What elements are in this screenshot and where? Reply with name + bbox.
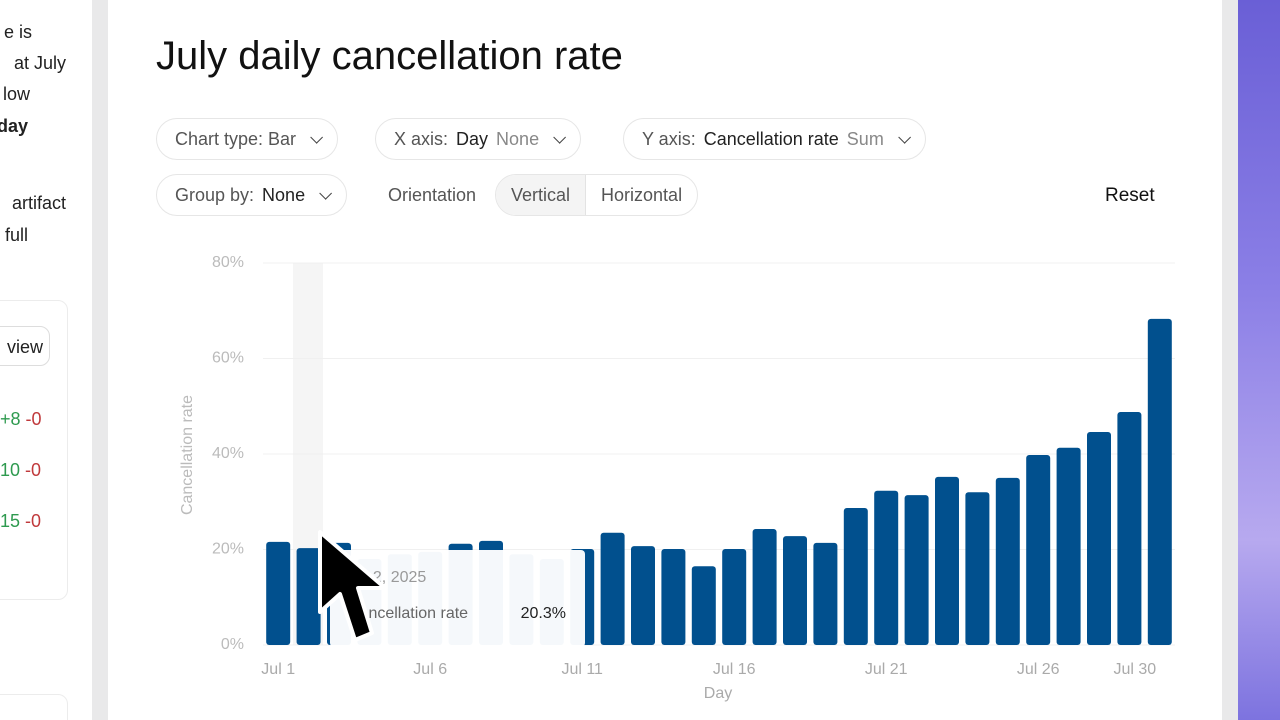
x-tick-label: Jul 30: [1113, 661, 1156, 678]
x-tick-label: Jul 6: [413, 661, 447, 678]
label: Group by:: [175, 184, 255, 205]
bar: [1026, 454, 1051, 645]
bar: [843, 507, 868, 645]
card: [0, 694, 68, 720]
view-button[interactable]: view: [0, 326, 50, 366]
diff-add: 10: [0, 460, 21, 480]
tooltip-series: Cancellation rate: [348, 605, 468, 622]
orientation-label: Orientation: [388, 185, 477, 205]
text: full: [4, 225, 28, 245]
y-tick-label: 40%: [212, 445, 244, 462]
bar: [874, 490, 899, 645]
diff-add: 15: [0, 511, 21, 531]
orientation-toggle: Vertical Horizontal: [495, 174, 699, 216]
chart-type-select[interactable]: Chart type: Bar: [156, 118, 339, 160]
bar: [1056, 447, 1081, 645]
bar: [1147, 318, 1172, 645]
bar: [661, 549, 686, 645]
group-by-select[interactable]: Group by: None: [156, 174, 348, 216]
x-tick-label: Jul 26: [1017, 661, 1060, 678]
text: low: [2, 84, 30, 104]
horizontal-option[interactable]: Horizontal: [601, 185, 683, 205]
y-tick-label: 60%: [212, 350, 244, 367]
bar: [935, 476, 959, 645]
bar: [1117, 411, 1142, 645]
sidebar: e is at July low day artifact full view …: [0, 0, 92, 720]
text: at July: [13, 53, 66, 73]
x-axis-select[interactable]: X axis: Day None: [375, 118, 582, 160]
y-axis-select[interactable]: Y axis: Cancellation rate Sum: [623, 118, 926, 160]
agg: Sum: [846, 128, 884, 149]
background: [1238, 0, 1280, 720]
value: None: [262, 184, 306, 205]
x-tick-label: Jul 1: [261, 661, 295, 678]
bar: [965, 492, 990, 645]
chart-title: July daily cancellation rate: [156, 34, 623, 78]
label: Y axis:: [642, 128, 696, 149]
x-tick-label: Jul 21: [865, 661, 908, 678]
y-tick-label: 80%: [212, 254, 244, 271]
reset-button[interactable]: Reset: [1105, 185, 1155, 206]
vertical-option[interactable]: Vertical: [496, 175, 587, 215]
text: artifact: [11, 193, 66, 213]
diff-del: -0: [25, 511, 42, 531]
label: X axis:: [394, 128, 449, 149]
tooltip-value: 20.3%: [521, 605, 566, 622]
bar: [752, 528, 777, 645]
bar: [631, 546, 655, 645]
bar: [813, 542, 838, 645]
x-tick-label: Jul 11: [561, 661, 603, 678]
bar: [266, 541, 291, 645]
bar: [995, 477, 1020, 645]
text: day: [0, 116, 28, 136]
card: [0, 300, 68, 600]
bar: [783, 536, 807, 645]
cursor: [318, 530, 387, 642]
bar: [691, 566, 716, 645]
y-axis-label: Cancellation rate: [179, 395, 196, 515]
label: Chart type: Bar: [175, 128, 297, 149]
diff-add: +8: [0, 409, 21, 429]
bar: [600, 532, 625, 645]
diff-del: -0: [25, 460, 42, 480]
text: e is: [3, 22, 32, 42]
y-tick-label: 0%: [221, 636, 244, 653]
bar: [1087, 432, 1111, 645]
x-tick-label: Jul 16: [713, 661, 756, 678]
y-tick-label: 20%: [212, 541, 244, 558]
bar: [296, 548, 321, 645]
diff-del: -0: [25, 409, 42, 429]
tooltip: [330, 550, 585, 647]
x-axis-label: Day: [704, 685, 732, 702]
value: Cancellation rate: [703, 128, 839, 149]
value: Day: [456, 128, 489, 149]
bar: [722, 549, 747, 645]
bar: [904, 495, 929, 645]
agg: None: [496, 128, 540, 149]
